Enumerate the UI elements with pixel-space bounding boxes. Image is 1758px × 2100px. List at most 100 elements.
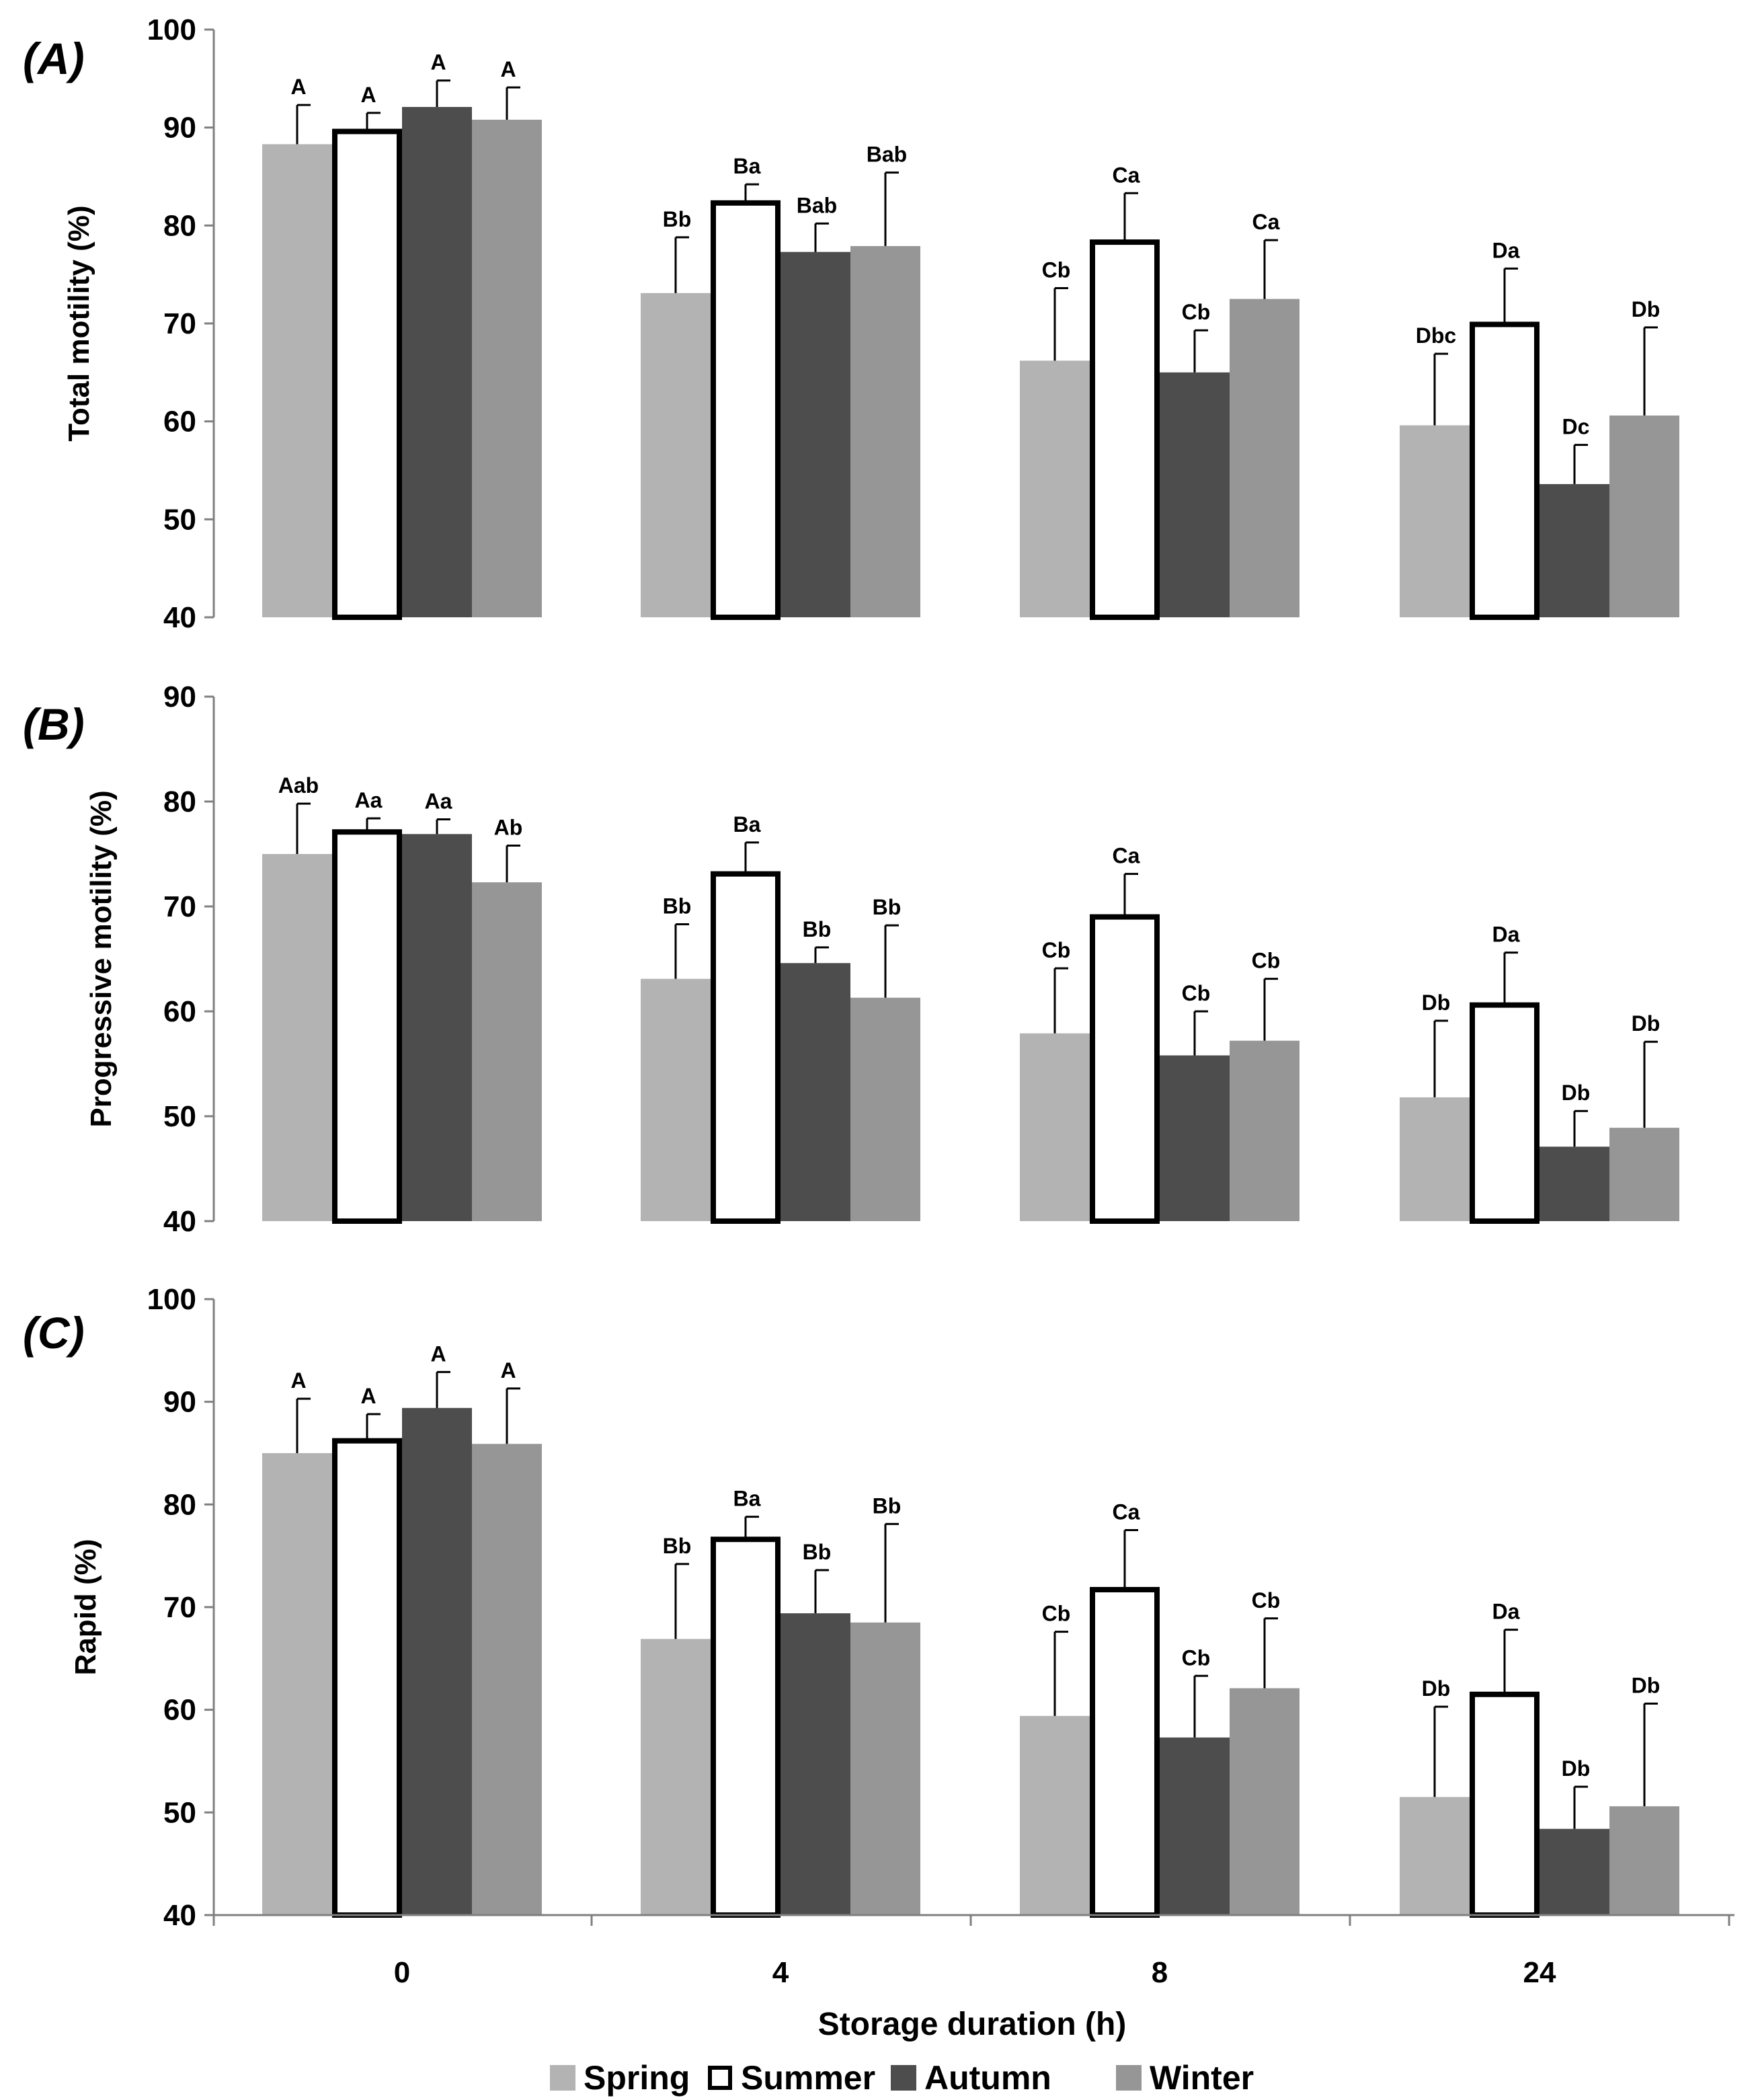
legend-swatch-summer: [708, 2066, 732, 2090]
bar-autumn: [402, 1407, 472, 1915]
significance-label: Ca: [1252, 210, 1280, 234]
bar-winter: [1609, 1806, 1679, 1915]
bar-winter: [850, 1622, 920, 1915]
y-tick-label: 90: [163, 112, 196, 145]
significance-label: Bab: [867, 143, 907, 167]
legend-label-winter: Winter: [1150, 2059, 1254, 2097]
y-tick-label: 70: [163, 307, 196, 340]
significance-label: Cb: [1042, 938, 1071, 962]
bar-summer: [332, 829, 402, 1224]
significance-label: Db: [1562, 1756, 1591, 1781]
legend-label-summer: Summer: [741, 2059, 875, 2097]
bar-summer: [1090, 1587, 1160, 1918]
significance-label: A: [430, 1341, 446, 1366]
x-category-label: 4: [772, 1956, 789, 1989]
bar-spring: [1020, 1715, 1090, 1915]
significance-label: A: [500, 57, 516, 81]
bar-autumn: [781, 963, 850, 1221]
bar-summer: [1090, 914, 1160, 1224]
significance-label: Cb: [1182, 300, 1211, 324]
significance-label: Dbc: [1416, 323, 1456, 348]
significance-label: A: [360, 83, 376, 107]
significance-label: Ba: [733, 1487, 761, 1511]
bar-winter: [850, 997, 920, 1221]
panel-label: (B): [23, 699, 85, 749]
y-axis-label: Total motility (%): [63, 205, 95, 441]
significance-label: Cb: [1042, 1602, 1071, 1626]
bar-spring: [1400, 1797, 1470, 1915]
significance-label: Aab: [278, 773, 319, 798]
bar-winter: [1230, 1040, 1300, 1221]
panel-label: (C): [23, 1308, 85, 1358]
y-tick-label: 70: [163, 890, 196, 923]
y-tick-label: 100: [147, 1283, 196, 1316]
significance-label: Cb: [1042, 258, 1071, 282]
bar-summer: [332, 128, 402, 620]
bar-autumn: [781, 1613, 850, 1915]
bar-autumn: [781, 251, 850, 617]
significance-label: Db: [1632, 1674, 1661, 1698]
y-axis-label: Rapid (%): [69, 1539, 102, 1676]
bar-winter: [1609, 1128, 1679, 1221]
y-tick-label: 50: [163, 503, 196, 536]
significance-label: Da: [1492, 923, 1520, 947]
bar-autumn: [1540, 1146, 1609, 1221]
significance-label: A: [290, 1368, 306, 1393]
x-category-label: 8: [1152, 1956, 1168, 1989]
significance-label: A: [500, 1358, 516, 1383]
bar-autumn: [402, 107, 472, 617]
bar-winter: [1609, 415, 1679, 617]
bar-autumn: [1540, 483, 1609, 617]
significance-label: Aa: [355, 788, 383, 812]
bar-spring: [641, 293, 711, 617]
significance-label: Cb: [1252, 1588, 1281, 1612]
significance-label: Db: [1632, 1011, 1661, 1036]
significance-label: Bab: [797, 193, 837, 217]
significance-label: Bb: [803, 1540, 832, 1564]
legend-swatch-autumn: [891, 2065, 916, 2091]
y-tick-label: 100: [147, 13, 196, 46]
significance-label: Db: [1562, 1081, 1591, 1105]
bar-winter: [1230, 299, 1300, 617]
x-axis-title: Storage duration (h): [818, 2007, 1127, 2042]
significance-label: Ca: [1113, 844, 1140, 868]
bar-autumn: [1540, 1828, 1609, 1915]
significance-label: Ba: [733, 154, 761, 178]
y-tick-label: 90: [163, 1386, 196, 1419]
significance-label: Ca: [1113, 1500, 1140, 1524]
y-tick-label: 60: [163, 1694, 196, 1727]
bar-spring: [641, 978, 711, 1221]
significance-label: Db: [1422, 990, 1451, 1015]
significance-label: Bb: [873, 895, 902, 919]
significance-label: Da: [1492, 238, 1520, 262]
y-tick-label: 60: [163, 405, 196, 438]
significance-label: A: [360, 1384, 376, 1408]
significance-label: Aa: [425, 789, 452, 814]
bar-winter: [1230, 1688, 1300, 1915]
significance-label: Ab: [494, 816, 523, 840]
significance-label: Bb: [873, 1493, 902, 1518]
bar-summer: [711, 1537, 781, 1918]
significance-label: Bb: [663, 1534, 692, 1558]
y-tick-label: 50: [163, 1100, 196, 1133]
y-tick-label: 90: [163, 680, 196, 713]
significance-label: Dc: [1562, 415, 1590, 439]
bar-autumn: [1160, 1737, 1230, 1915]
bar-spring: [641, 1639, 711, 1915]
legend-label-spring: Spring: [584, 2059, 690, 2097]
bar-spring: [1020, 1033, 1090, 1221]
legend-swatch-winter: [1116, 2065, 1142, 2091]
y-tick-label: 80: [163, 1488, 196, 1521]
y-tick-label: 40: [163, 1899, 196, 1932]
bar-summer: [1470, 321, 1540, 620]
significance-label: A: [290, 75, 306, 99]
x-category-label: 0: [394, 1956, 410, 1989]
bar-spring: [262, 144, 332, 617]
x-category-label: 24: [1523, 1956, 1556, 1989]
bar-winter: [850, 245, 920, 617]
bar-spring: [1400, 1097, 1470, 1221]
significance-label: Bb: [803, 917, 832, 941]
bar-autumn: [402, 834, 472, 1221]
bar-summer: [1090, 239, 1160, 620]
bar-spring: [262, 1453, 332, 1915]
